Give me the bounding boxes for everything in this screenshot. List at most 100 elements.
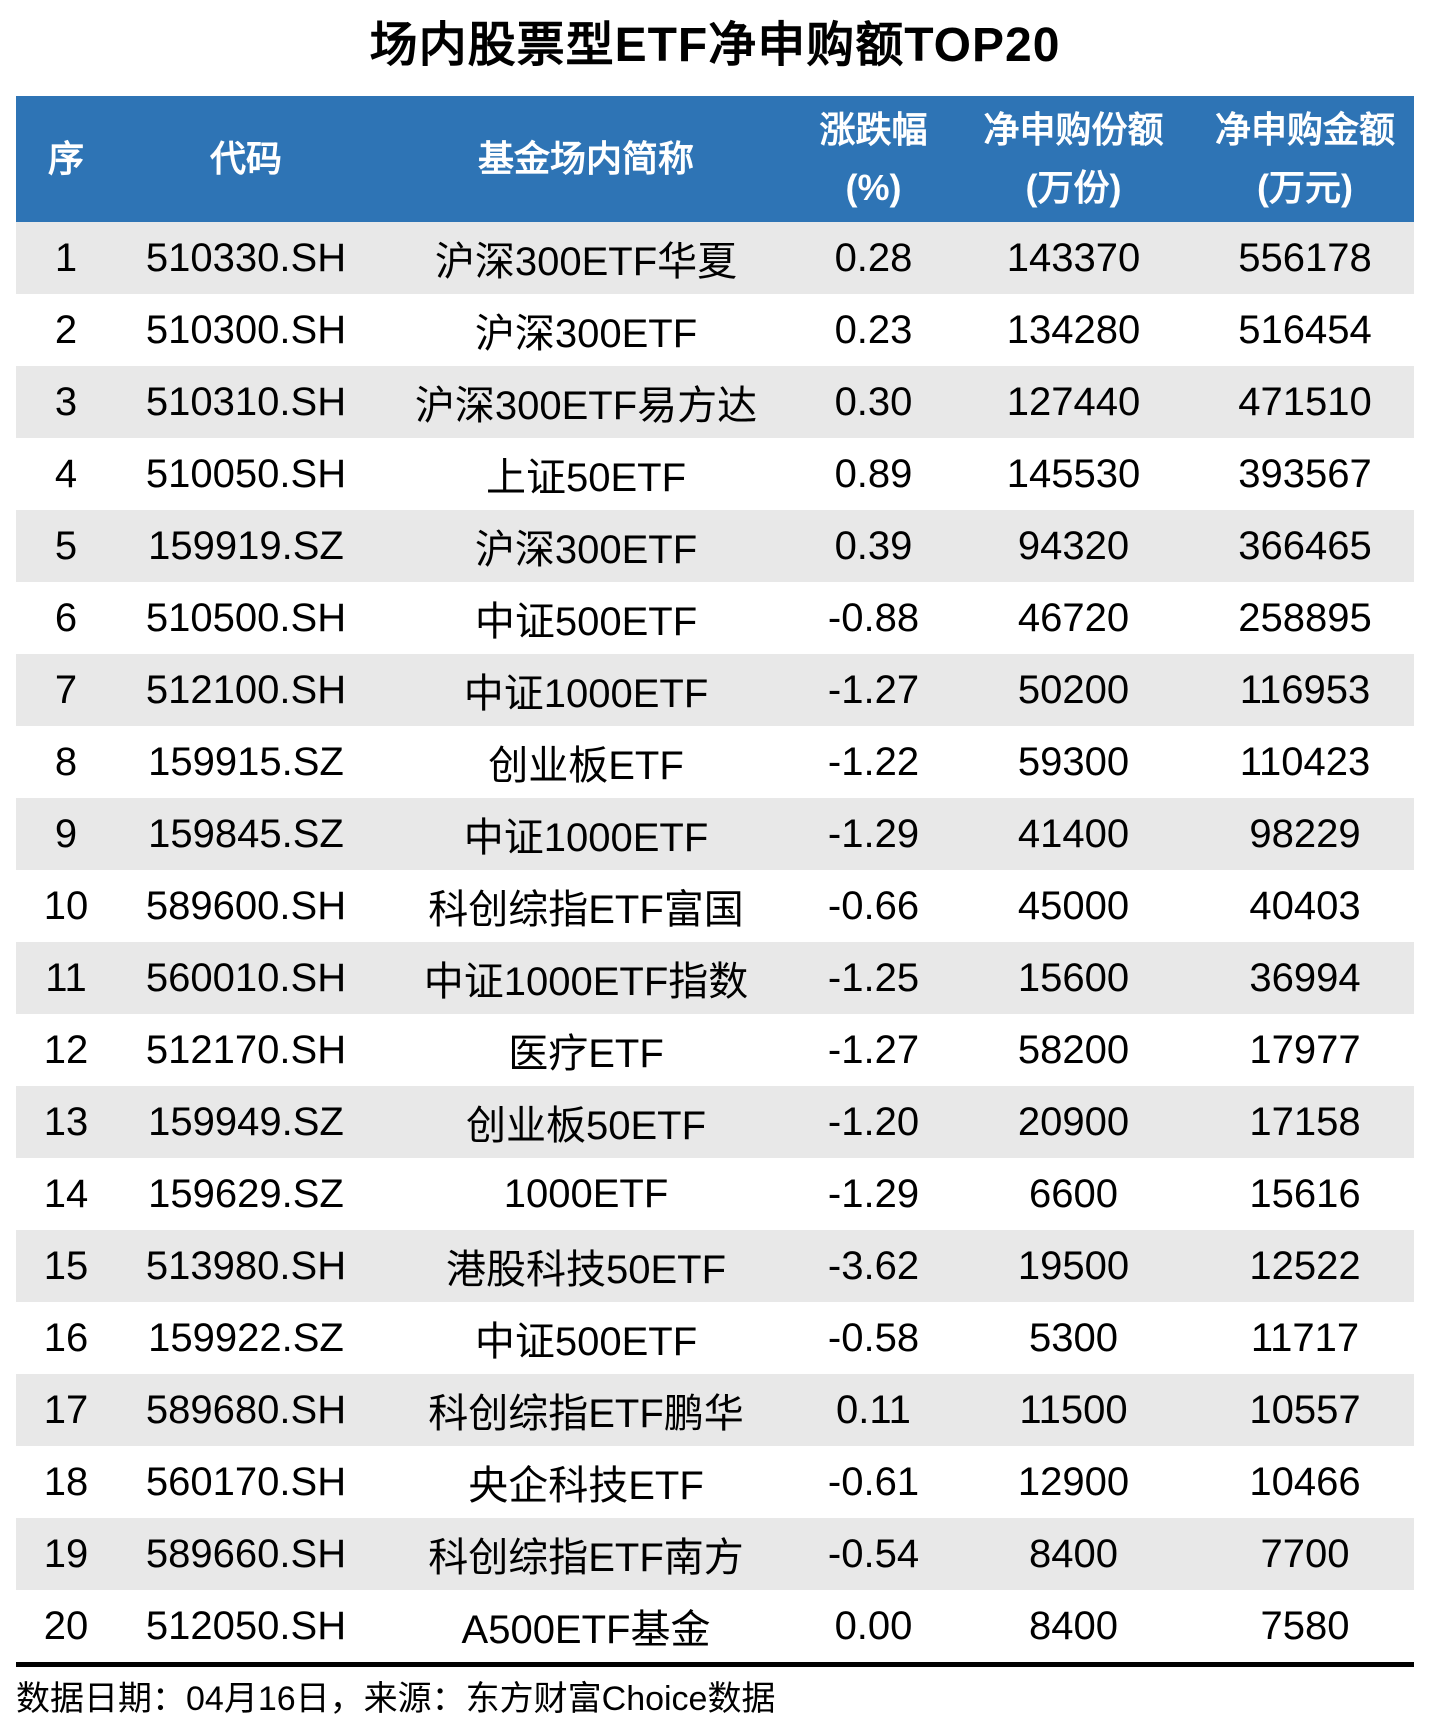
- column-header-code: 代码: [116, 96, 376, 222]
- cell-change-pct: -1.25: [796, 942, 951, 1014]
- cell-rank: 18: [16, 1446, 116, 1518]
- cell-fund-name: 1000ETF: [376, 1158, 796, 1230]
- cell-fund-name: 中证1000ETF: [376, 798, 796, 870]
- cell-change-pct: -0.88: [796, 582, 951, 654]
- cell-rank: 19: [16, 1518, 116, 1590]
- cell-code: 510500.SH: [116, 582, 376, 654]
- cell-code: 589680.SH: [116, 1374, 376, 1446]
- cell-fund-name: A500ETF基金: [376, 1590, 796, 1662]
- cell-net-amount: 17977: [1196, 1014, 1414, 1086]
- cell-net-shares: 45000: [951, 870, 1196, 942]
- cell-code: 513980.SH: [116, 1230, 376, 1302]
- cell-fund-name: 创业板ETF: [376, 726, 796, 798]
- cell-code: 159845.SZ: [116, 798, 376, 870]
- cell-change-pct: -0.58: [796, 1302, 951, 1374]
- cell-code: 512050.SH: [116, 1590, 376, 1662]
- cell-net-shares: 12900: [951, 1446, 1196, 1518]
- table-row: 9 159845.SZ 中证1000ETF -1.29 41400 98229: [16, 798, 1414, 870]
- cell-net-shares: 127440: [951, 366, 1196, 438]
- cell-net-amount: 11717: [1196, 1302, 1414, 1374]
- table-row: 8 159915.SZ 创业板ETF -1.22 59300 110423: [16, 726, 1414, 798]
- table-row: 16 159922.SZ 中证500ETF -0.58 5300 11717: [16, 1302, 1414, 1374]
- table-row: 11 560010.SH 中证1000ETF指数 -1.25 15600 36994: [16, 942, 1414, 1014]
- table-row: 12 512170.SH 医疗ETF -1.27 58200 17977: [16, 1014, 1414, 1086]
- cell-code: 510300.SH: [116, 294, 376, 366]
- cell-net-shares: 41400: [951, 798, 1196, 870]
- column-header-change-pct: 涨跌幅 (%): [796, 96, 951, 222]
- cell-code: 510330.SH: [116, 222, 376, 294]
- cell-fund-name: 港股科技50ETF: [376, 1230, 796, 1302]
- cell-net-shares: 94320: [951, 510, 1196, 582]
- cell-change-pct: -1.29: [796, 1158, 951, 1230]
- cell-change-pct: -1.27: [796, 654, 951, 726]
- table-row: 10 589600.SH 科创综指ETF富国 -0.66 45000 40403: [16, 870, 1414, 942]
- table-row: 5 159919.SZ 沪深300ETF 0.39 94320 366465: [16, 510, 1414, 582]
- cell-net-amount: 471510: [1196, 366, 1414, 438]
- cell-rank: 2: [16, 294, 116, 366]
- cell-net-amount: 393567: [1196, 438, 1414, 510]
- cell-change-pct: 0.39: [796, 510, 951, 582]
- cell-net-amount: 258895: [1196, 582, 1414, 654]
- cell-net-shares: 50200: [951, 654, 1196, 726]
- cell-change-pct: -0.61: [796, 1446, 951, 1518]
- cell-rank: 15: [16, 1230, 116, 1302]
- cell-rank: 8: [16, 726, 116, 798]
- cell-net-shares: 11500: [951, 1374, 1196, 1446]
- cell-change-pct: 0.28: [796, 222, 951, 294]
- column-header-rank: 序: [16, 96, 116, 222]
- table-row: 15 513980.SH 港股科技50ETF -3.62 19500 12522: [16, 1230, 1414, 1302]
- cell-rank: 1: [16, 222, 116, 294]
- cell-rank: 17: [16, 1374, 116, 1446]
- cell-net-shares: 6600: [951, 1158, 1196, 1230]
- table-row: 3 510310.SH 沪深300ETF易方达 0.30 127440 471510: [16, 366, 1414, 438]
- cell-rank: 7: [16, 654, 116, 726]
- cell-change-pct: -1.22: [796, 726, 951, 798]
- table-row: 20 512050.SH A500ETF基金 0.00 8400 7580: [16, 1590, 1414, 1662]
- table-row: 1 510330.SH 沪深300ETF华夏 0.28 143370 556178: [16, 222, 1414, 294]
- cell-rank: 14: [16, 1158, 116, 1230]
- cell-code: 512100.SH: [116, 654, 376, 726]
- cell-net-amount: 10557: [1196, 1374, 1414, 1446]
- column-header-net-shares: 净申购份额 (万份): [951, 96, 1196, 222]
- cell-rank: 3: [16, 366, 116, 438]
- cell-change-pct: 0.11: [796, 1374, 951, 1446]
- cell-rank: 5: [16, 510, 116, 582]
- cell-code: 589660.SH: [116, 1518, 376, 1590]
- cell-net-amount: 15616: [1196, 1158, 1414, 1230]
- cell-net-shares: 8400: [951, 1518, 1196, 1590]
- cell-net-shares: 46720: [951, 582, 1196, 654]
- cell-net-amount: 7700: [1196, 1518, 1414, 1590]
- cell-change-pct: -1.29: [796, 798, 951, 870]
- cell-fund-name: 医疗ETF: [376, 1014, 796, 1086]
- table-row: 13 159949.SZ 创业板50ETF -1.20 20900 17158: [16, 1086, 1414, 1158]
- cell-rank: 9: [16, 798, 116, 870]
- table-row: 18 560170.SH 央企科技ETF -0.61 12900 10466: [16, 1446, 1414, 1518]
- cell-net-amount: 17158: [1196, 1086, 1414, 1158]
- cell-net-shares: 15600: [951, 942, 1196, 1014]
- cell-fund-name: 沪深300ETF易方达: [376, 366, 796, 438]
- cell-fund-name: 央企科技ETF: [376, 1446, 796, 1518]
- cell-fund-name: 中证500ETF: [376, 1302, 796, 1374]
- cell-change-pct: -1.20: [796, 1086, 951, 1158]
- table-header-row: 序 代码 基金场内简称 涨跌幅 (%) 净申购份额 (万份): [16, 96, 1414, 222]
- cell-code: 560010.SH: [116, 942, 376, 1014]
- cell-change-pct: -3.62: [796, 1230, 951, 1302]
- column-header-fund-name: 基金场内简称: [376, 96, 796, 222]
- cell-fund-name: 创业板50ETF: [376, 1086, 796, 1158]
- cell-rank: 13: [16, 1086, 116, 1158]
- cell-rank: 16: [16, 1302, 116, 1374]
- column-header-net-amount: 净申购金额 (万元): [1196, 96, 1414, 222]
- etf-table: 序 代码 基金场内简称 涨跌幅 (%) 净申购份额 (万份): [16, 96, 1414, 1662]
- cell-fund-name: 上证50ETF: [376, 438, 796, 510]
- cell-rank: 11: [16, 942, 116, 1014]
- cell-net-amount: 40403: [1196, 870, 1414, 942]
- cell-rank: 10: [16, 870, 116, 942]
- cell-net-shares: 145530: [951, 438, 1196, 510]
- table-row: 7 512100.SH 中证1000ETF -1.27 50200 116953: [16, 654, 1414, 726]
- cell-net-amount: 36994: [1196, 942, 1414, 1014]
- cell-net-shares: 8400: [951, 1590, 1196, 1662]
- cell-fund-name: 科创综指ETF南方: [376, 1518, 796, 1590]
- cell-change-pct: -0.54: [796, 1518, 951, 1590]
- cell-change-pct: -0.66: [796, 870, 951, 942]
